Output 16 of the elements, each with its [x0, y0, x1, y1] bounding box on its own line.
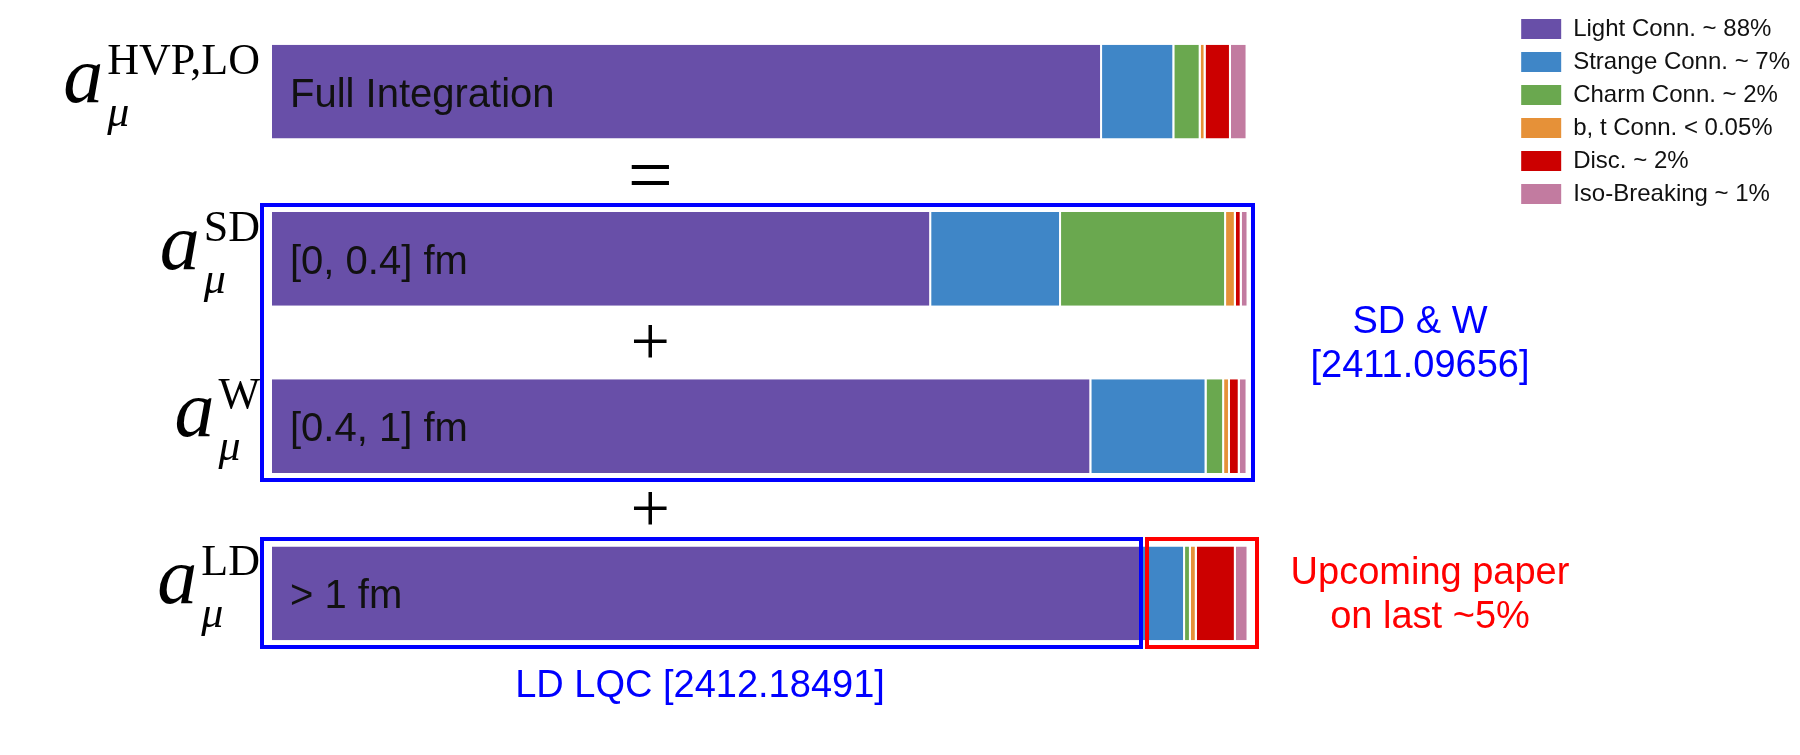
- annotation: +: [629, 302, 671, 382]
- text: SD & W [2411.09656]: [1309, 299, 1531, 387]
- annotation: =: [626, 130, 674, 222]
- annotation: [0.4, 1] fm: [290, 405, 468, 450]
- annotation: [0, 0.4] fm: [290, 237, 468, 282]
- annotation: > 1 fm: [290, 572, 403, 617]
- legend-label: Strange Conn. ~ 7%: [1573, 46, 1790, 74]
- legend-label: b, t Conn. < 0.05%: [1573, 112, 1773, 140]
- legend-label: Disc. ~ 2%: [1573, 145, 1689, 173]
- annotation: Full Integration: [290, 70, 555, 115]
- legend-label: Light Conn. ~ 88%: [1573, 13, 1772, 41]
- legend-label: Charm Conn. ~ 2%: [1573, 79, 1778, 107]
- text: Upcoming paper on last ~5%: [1289, 549, 1571, 638]
- legend-label: Iso-Breaking ~ 1%: [1573, 178, 1770, 206]
- annotation: LD LQC [2412.18491]: [514, 663, 886, 708]
- annotation: +: [629, 469, 671, 550]
